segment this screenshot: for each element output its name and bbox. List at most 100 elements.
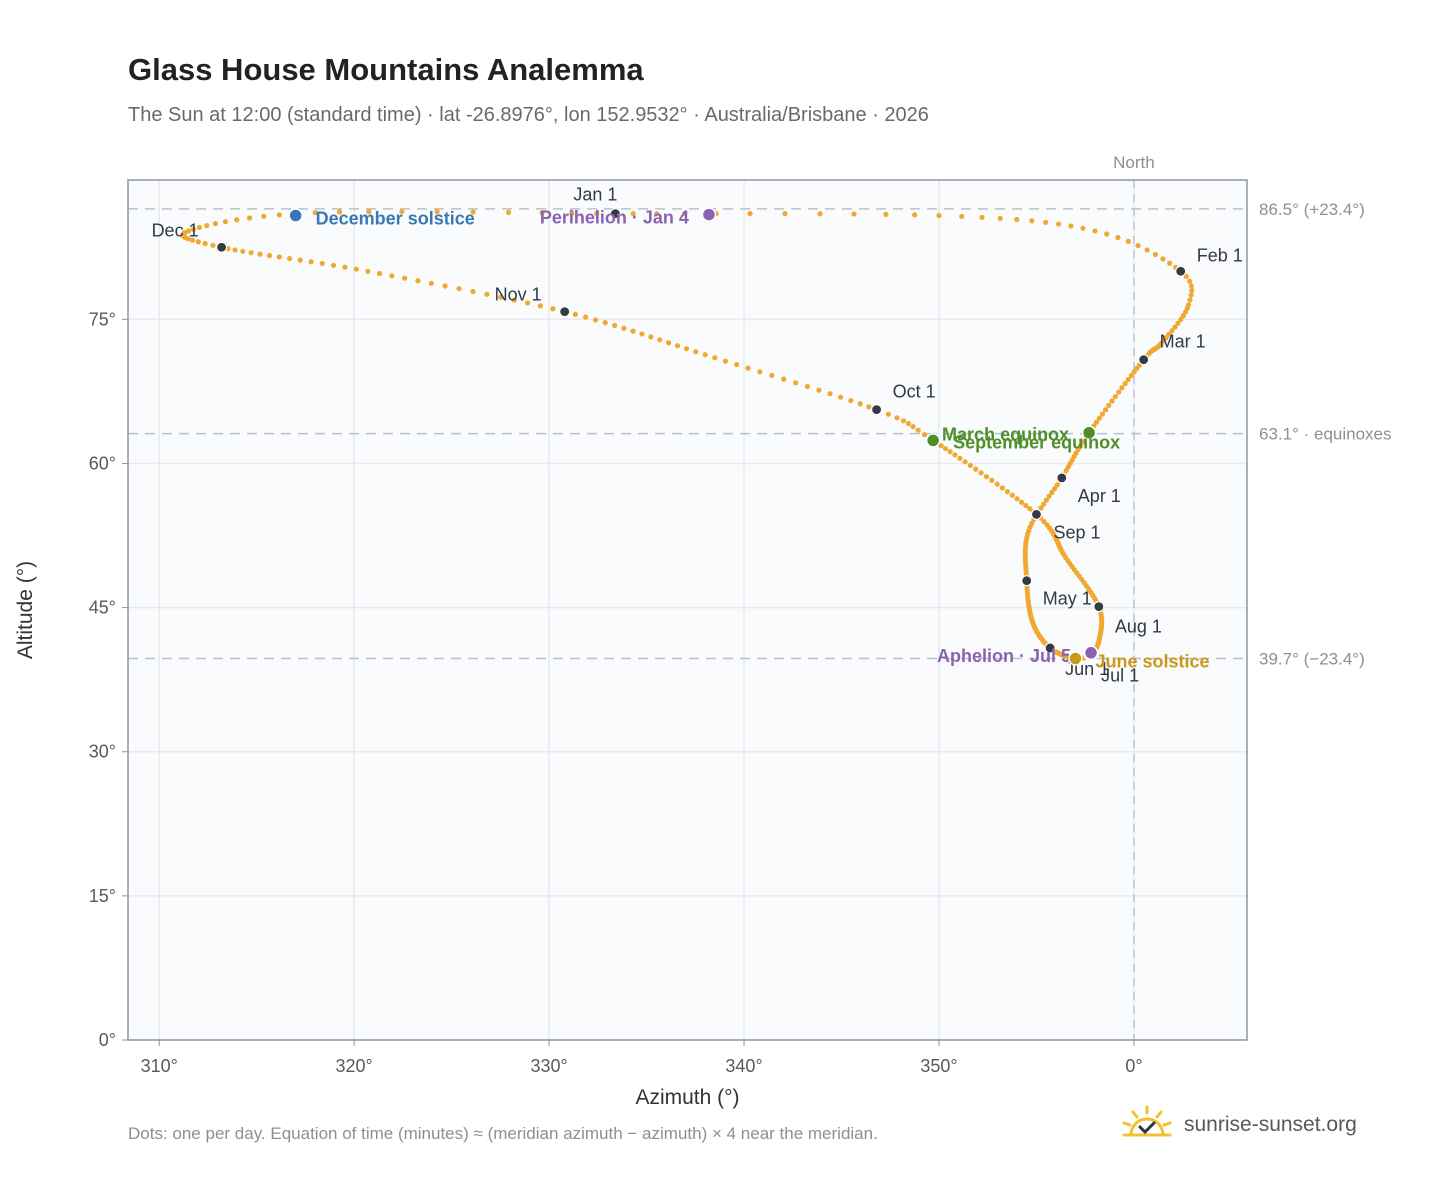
day-dot — [365, 268, 371, 274]
day-dot — [1183, 273, 1189, 279]
day-dot — [276, 212, 282, 218]
day-dot — [592, 317, 599, 323]
day-dot — [1125, 238, 1131, 245]
day-dot — [428, 280, 434, 286]
month-marker-label: Oct 1 — [893, 382, 936, 402]
day-dot — [1119, 385, 1125, 391]
day-dot — [248, 250, 254, 256]
brand[interactable]: sunrise-sunset.org — [1120, 1100, 1357, 1150]
day-dot — [1054, 482, 1060, 488]
day-dot — [973, 466, 979, 472]
day-dot — [1102, 407, 1109, 413]
day-dot — [683, 346, 690, 352]
day-dot — [330, 262, 337, 268]
north-label: North — [1113, 153, 1155, 172]
day-dot — [1043, 219, 1049, 225]
month-marker-label: Jan 1 — [573, 185, 617, 205]
day-dot — [900, 418, 907, 424]
day-dot — [857, 401, 863, 407]
day-dot — [962, 459, 968, 465]
day-dot — [921, 432, 928, 438]
day-dot — [1180, 313, 1186, 319]
month-marker-label: Aug 1 — [1115, 617, 1162, 637]
day-dot — [550, 306, 556, 312]
day-dot — [959, 213, 965, 220]
day-dot — [1043, 497, 1049, 503]
sun-check-icon — [1122, 1105, 1172, 1137]
day-dot — [630, 211, 636, 217]
day-dot — [470, 209, 476, 215]
event-marker — [1081, 425, 1097, 440]
event-markers: December solstice Perihelion · Jan 4 March… — [288, 207, 1209, 672]
month-marker — [870, 404, 883, 416]
day-dot — [957, 455, 963, 461]
day-dot — [524, 300, 531, 306]
event-label: June solstice — [1095, 652, 1209, 672]
day-dot — [1135, 242, 1141, 249]
day-dot — [210, 242, 216, 248]
day-dot — [1046, 493, 1052, 499]
day-dot — [1014, 216, 1020, 223]
day-dot — [195, 239, 201, 245]
day-dot — [1187, 297, 1193, 303]
day-dot — [415, 278, 421, 284]
day-dot — [630, 328, 636, 334]
day-dot — [232, 247, 238, 253]
day-dot — [621, 325, 627, 331]
day-dot — [336, 209, 343, 215]
month-marker-label: Nov 1 — [495, 285, 542, 305]
day-dot — [202, 240, 208, 247]
day-dot — [342, 264, 348, 270]
day-dot — [1122, 381, 1128, 387]
event-label: March equinox — [942, 425, 1069, 445]
day-dot — [212, 221, 219, 227]
reference-line-label: 86.5° (+23.4°) — [1259, 200, 1365, 219]
day-dot — [639, 331, 645, 337]
day-dot — [204, 222, 210, 229]
x-tick-label: 340° — [725, 1056, 762, 1076]
day-dot — [747, 211, 753, 217]
day-dot — [1080, 439, 1086, 445]
reference-line-label: 39.7° (−23.4°) — [1259, 650, 1365, 669]
y-axis-title: Altitude (°) — [14, 561, 37, 659]
day-dot — [498, 294, 504, 300]
day-dot — [1125, 376, 1131, 383]
chart-subtitle: The Sun at 12:00 (standard time) · lat -… — [128, 104, 929, 126]
day-dot — [757, 369, 763, 375]
month-marker-label: Sep 1 — [1053, 522, 1100, 542]
day-dot — [693, 349, 699, 355]
y-tick-label: 30° — [89, 742, 116, 762]
day-dot — [189, 237, 196, 243]
brand-name[interactable]: sunrise-sunset.org — [1184, 1113, 1357, 1136]
day-dot — [297, 257, 303, 263]
day-dot — [511, 297, 517, 303]
day-dot — [1038, 505, 1044, 511]
day-dot — [1116, 389, 1122, 395]
day-dot — [505, 209, 512, 215]
day-dot — [353, 266, 359, 272]
day-dot — [319, 260, 325, 267]
day-dot — [1144, 247, 1150, 253]
day-dot — [257, 251, 263, 257]
event-marker — [288, 208, 303, 223]
day-dot — [804, 383, 811, 390]
month-marker-label: Dec 1 — [152, 220, 199, 240]
day-dot — [1004, 489, 1011, 495]
x-axis-title: Azimuth (°) — [635, 1086, 739, 1109]
day-dot — [287, 255, 293, 262]
day-dot — [912, 212, 918, 218]
day-dot — [769, 372, 775, 379]
day-dot — [682, 211, 688, 217]
day-dot — [1029, 218, 1035, 224]
day-dot — [1055, 221, 1062, 227]
event-marker — [1068, 651, 1083, 666]
day-dot — [827, 391, 833, 397]
day-dot — [1027, 506, 1033, 512]
plot-background — [128, 180, 1247, 1040]
day-dot — [399, 208, 405, 215]
day-dot — [997, 215, 1003, 221]
day-dot — [978, 470, 984, 476]
day-dot — [569, 210, 575, 216]
north-meridian: North — [1113, 153, 1155, 1040]
